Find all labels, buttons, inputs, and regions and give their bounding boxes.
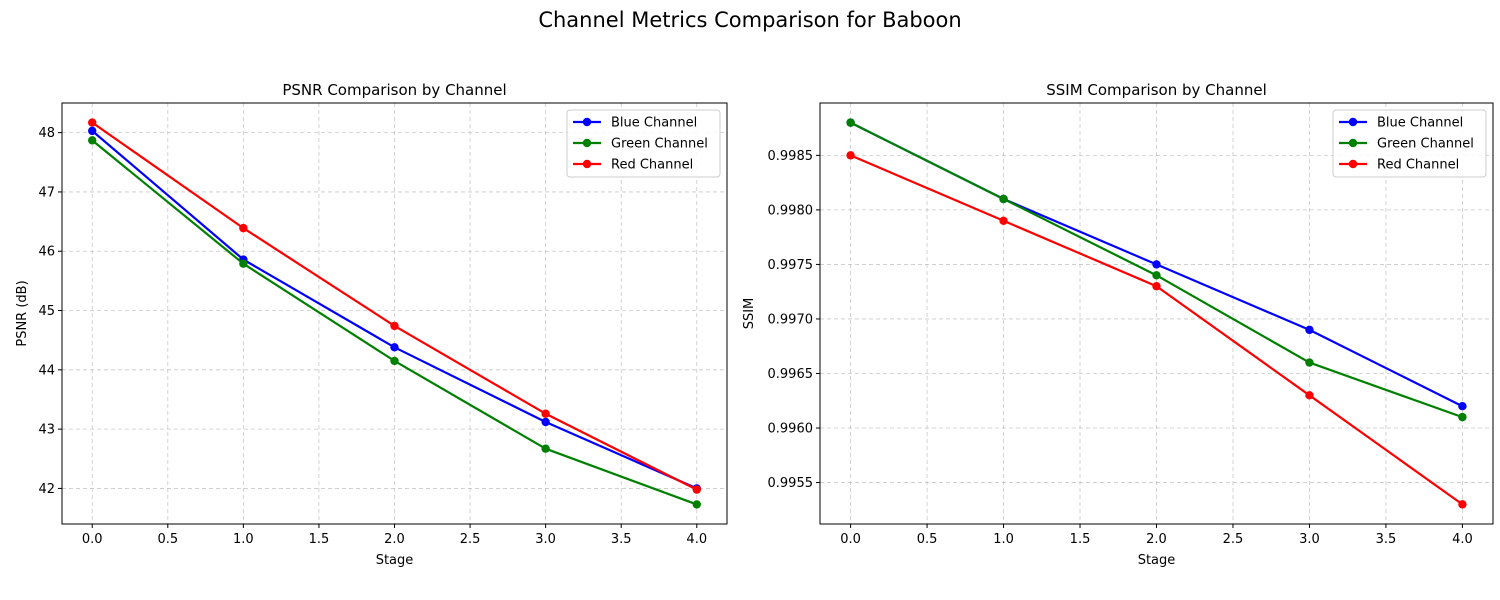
data-point [390, 356, 399, 366]
data-point [88, 126, 97, 136]
data-point [239, 223, 248, 233]
legend-label: Blue Channel [611, 116, 697, 131]
x-tick-label: 3.0 [1299, 532, 1320, 547]
data-point [1458, 402, 1467, 411]
data-point [541, 417, 550, 427]
y-axis-label: PSNR (dB) [15, 280, 30, 346]
legend-marker [1348, 117, 1358, 127]
x-tick-label: 1.5 [309, 532, 330, 547]
legend-marker [582, 117, 592, 127]
legend-marker [582, 138, 592, 148]
legend-label: Green Channel [1377, 137, 1474, 152]
data-point [846, 118, 855, 127]
y-tick-label: 0.9955 [768, 476, 814, 491]
legend: Blue Channel Green Channel Red Channel [1332, 109, 1487, 178]
y-tick-label: 45 [38, 304, 55, 319]
chart-panel-ssim: 0.0 0.5 1.0 1.5 2.0 2.5 3.0 3.5 4.0 0.9955 0.9960 0… [742, 81, 1494, 568]
x-tick-label: 2.0 [384, 532, 405, 547]
data-point [239, 259, 248, 268]
y-tick-label: 0.9985 [768, 149, 814, 164]
x-tick-label: 1.0 [233, 532, 254, 547]
x-tick-label: 2.5 [1223, 532, 1244, 547]
chart-title: SSIM Comparison by Channel [1046, 81, 1267, 99]
data-point [1458, 500, 1467, 509]
x-tick-label: 0.5 [917, 532, 938, 547]
data-point [1305, 325, 1314, 335]
data-point [541, 444, 550, 453]
x-axis-label: Stage [376, 553, 414, 568]
data-point [1152, 282, 1161, 291]
legend-label: Red Channel [1377, 158, 1459, 173]
y-tick-label: 0.9965 [768, 367, 814, 382]
y-tick-label: 47 [38, 185, 55, 200]
x-tick-label: 3.0 [535, 532, 556, 547]
x-tick-label: 4.0 [686, 532, 707, 547]
chart-panel-psnr: 0.0 0.5 1.0 1.5 2.0 2.5 3.0 3.5 4.0 42 43 44 45 46 47 4… [15, 81, 728, 568]
data-point [999, 194, 1008, 204]
data-point [692, 500, 701, 509]
legend-label: Blue Channel [1377, 116, 1463, 131]
y-tick-label: 0.9960 [768, 422, 814, 437]
data-point [1305, 391, 1314, 400]
y-tick-label: 46 [38, 245, 55, 260]
data-point [1152, 271, 1161, 280]
legend-marker [1348, 159, 1358, 169]
y-tick-label: 43 [38, 423, 55, 438]
x-tick-label: 3.5 [611, 532, 632, 547]
data-point [692, 485, 701, 494]
data-point [846, 151, 855, 160]
data-point [1458, 412, 1467, 422]
y-tick-label: 48 [38, 126, 55, 141]
chart-title: PSNR Comparison by Channel [282, 81, 506, 99]
x-tick-label: 1.5 [1070, 532, 1091, 547]
legend-marker [1348, 138, 1358, 148]
data-point [999, 216, 1008, 225]
legend-box [566, 109, 721, 178]
data-point [390, 343, 399, 352]
data-point [1305, 358, 1314, 367]
x-tick-label: 0.5 [157, 532, 178, 547]
x-tick-label: 0.0 [840, 532, 861, 547]
x-tick-label: 2.5 [460, 532, 481, 547]
figure-title: Channel Metrics Comparison for Baboon [538, 8, 962, 32]
x-axis-label: Stage [1138, 553, 1176, 568]
legend-label: Red Channel [611, 158, 693, 173]
y-axis-label: SSIM [742, 298, 757, 330]
legend: Blue Channel Green Channel Red Channel [566, 109, 721, 178]
x-tick-label: 3.5 [1376, 532, 1397, 547]
data-point [1152, 260, 1161, 269]
x-tick-label: 2.0 [1146, 532, 1167, 547]
y-tick-label: 42 [38, 482, 55, 497]
data-point [390, 321, 399, 331]
y-tick-label: 0.9980 [768, 203, 814, 218]
data-point [88, 136, 97, 145]
legend-marker [582, 159, 592, 169]
data-point [88, 118, 97, 127]
y-tick-label: 0.9975 [768, 258, 814, 273]
x-tick-label: 1.0 [993, 532, 1014, 547]
x-tick-label: 0.0 [82, 532, 103, 547]
x-tick-label: 4.0 [1452, 532, 1473, 547]
y-tick-label: 0.9970 [768, 312, 814, 327]
legend-box [1332, 109, 1487, 178]
data-point [541, 409, 550, 418]
legend-label: Green Channel [611, 137, 708, 152]
y-tick-label: 44 [38, 363, 55, 378]
